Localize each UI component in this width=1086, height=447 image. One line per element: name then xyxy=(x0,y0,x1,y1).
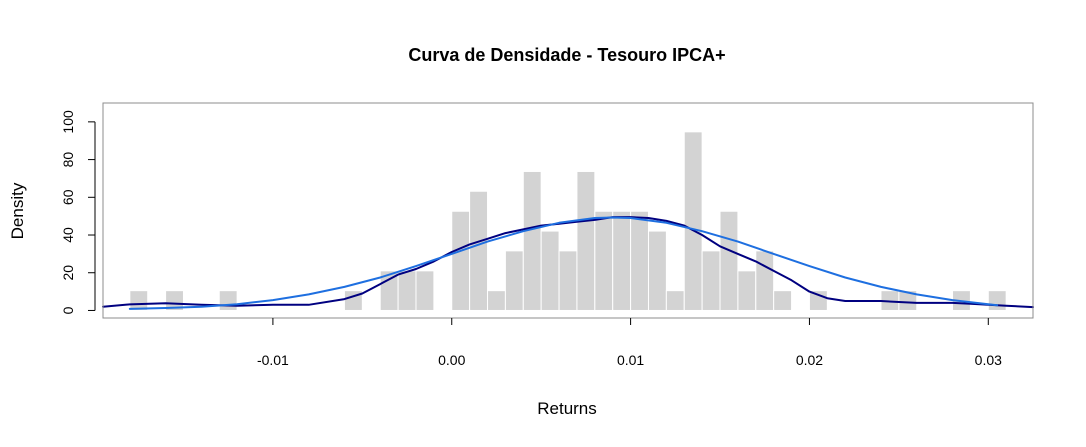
histogram-bar xyxy=(630,210,649,311)
y-tick-label: 80 xyxy=(60,152,76,168)
histogram-bar xyxy=(773,290,793,311)
histogram-bar xyxy=(612,210,632,311)
histogram-bar xyxy=(415,270,435,311)
histogram-bar xyxy=(522,170,542,311)
histogram-bar xyxy=(540,230,560,311)
plot-frame xyxy=(102,102,1034,319)
y-axis: 0 20 40 60 80 100 xyxy=(60,110,96,314)
histogram-bar xyxy=(594,210,614,311)
x-tick-label: 0.01 xyxy=(617,352,644,368)
y-tick-label: 100 xyxy=(60,110,76,134)
histogram-bar xyxy=(504,250,524,311)
histogram-bar xyxy=(701,250,721,311)
histogram-bar xyxy=(737,270,757,311)
x-tick-label: 0.02 xyxy=(796,352,823,368)
histogram-bar xyxy=(987,290,1007,311)
histogram-bar xyxy=(755,250,775,311)
x-axis: -0.01 0.00 0.01 0.02 0.03 xyxy=(257,318,1002,368)
y-axis-label: Density xyxy=(8,182,27,239)
x-tick-label: 0.00 xyxy=(438,352,465,368)
histogram-bar xyxy=(129,290,149,311)
histogram-bar xyxy=(719,210,739,311)
histogram-bar xyxy=(647,230,667,311)
x-tick-label: 0.03 xyxy=(975,352,1002,368)
histogram-bar xyxy=(451,210,471,311)
histogram-bar xyxy=(397,270,417,311)
histogram-bar xyxy=(558,250,578,311)
histogram-bar xyxy=(898,290,918,311)
histogram-bar xyxy=(469,190,489,311)
histogram-bar xyxy=(165,290,184,311)
density-curves xyxy=(102,216,1034,310)
x-tick-label: -0.01 xyxy=(257,352,289,368)
histogram-bar xyxy=(576,170,596,311)
histogram-bar xyxy=(218,290,238,311)
y-tick-label: 40 xyxy=(60,227,76,243)
x-axis-label: Returns xyxy=(537,399,597,418)
y-tick-label: 20 xyxy=(60,265,76,281)
histogram-bar xyxy=(683,131,703,311)
histogram-bar xyxy=(665,290,685,311)
density-curve-2 xyxy=(128,216,999,310)
y-tick-label: 60 xyxy=(60,189,76,205)
chart-title: Curva de Densidade - Tesouro IPCA+ xyxy=(408,45,725,65)
y-tick-label: 0 xyxy=(60,306,76,314)
histogram-bar xyxy=(487,290,506,311)
